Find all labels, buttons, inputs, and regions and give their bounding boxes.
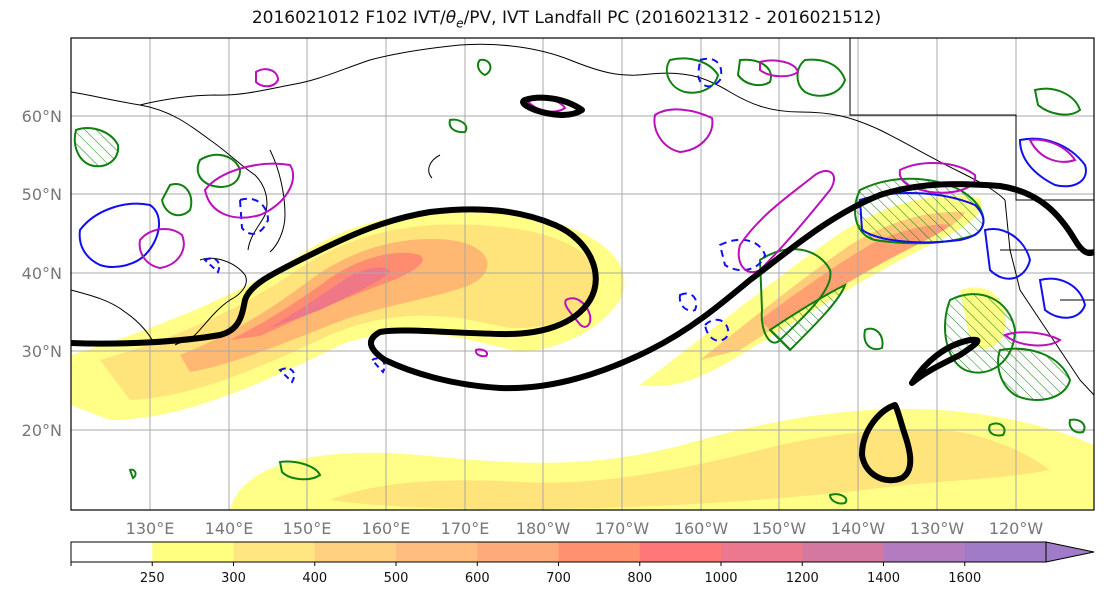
map-frame <box>70 37 1095 511</box>
colorbar-level-label: 600 <box>465 571 490 586</box>
lon-label: 140°W <box>831 519 886 538</box>
colorbar-swatch <box>639 542 722 562</box>
colorbar-swatch <box>396 542 478 562</box>
lon-label: 180°W <box>516 519 571 538</box>
lon-label: 150°W <box>752 519 807 538</box>
blue-contours <box>78 57 1087 384</box>
colorbar-level-label: 300 <box>221 571 246 586</box>
colorbar-level-label: 1600 <box>948 571 981 586</box>
lon-label: 150°E <box>283 519 332 538</box>
colorbar-swatch <box>721 542 803 562</box>
lon-label: 130°W <box>910 519 965 538</box>
title-prefix: 2016021012 F102 IVT/ <box>251 8 446 28</box>
colorbar-swatch <box>558 542 641 562</box>
lat-label: 30°N <box>22 342 62 361</box>
lat-label: 60°N <box>22 107 62 126</box>
lon-label: 170°E <box>441 519 490 538</box>
title-theta: θ <box>445 8 457 28</box>
colorbar-swatch <box>883 542 966 562</box>
colorbar-swatch <box>314 542 397 562</box>
lon-label: 170°W <box>595 519 650 538</box>
colorbar-swatch <box>152 542 234 562</box>
lat-label: 20°N <box>22 421 62 440</box>
lon-label: 120°W <box>989 519 1044 538</box>
colorbar-level-label: 400 <box>302 571 327 586</box>
colorbar-swatch <box>802 542 884 562</box>
colorbar: 250 300 400 500 600 700 800 1000 1200 1400 1600 <box>70 541 1095 586</box>
colorbar-swatch <box>233 542 316 562</box>
colorbar-level-label: 500 <box>384 571 409 586</box>
lat-label: 40°N <box>22 264 62 283</box>
colorbar-level-label: 800 <box>627 571 652 586</box>
colorbar-swatch <box>964 542 1047 562</box>
lon-label: 160°E <box>362 519 411 538</box>
colorbar-level-label: 700 <box>546 571 571 586</box>
colorbar-level-label: 1200 <box>786 571 819 586</box>
pv-contours <box>138 59 1077 358</box>
latitude-labels: 60°N 50°N 40°N 30°N 20°N <box>22 107 62 440</box>
lat-label: 50°N <box>22 185 62 204</box>
map-title: 2016021012 F102 IVT/θe/PV, IVT Landfall … <box>28 8 1105 30</box>
colorbar-level-label: 1000 <box>704 571 737 586</box>
lon-label: 160°W <box>674 519 729 538</box>
lon-label: 140°E <box>205 519 254 538</box>
colorbar-level-label: 250 <box>140 571 165 586</box>
colorbar-swatch <box>477 542 559 562</box>
title-theta-sub: e <box>456 16 464 31</box>
colorbar-extend-arrow <box>1045 541 1095 563</box>
lon-label: 130°E <box>126 519 175 538</box>
colorbar-level-label: 1400 <box>867 571 900 586</box>
colorbar-swatch <box>71 542 153 562</box>
ivt-landfall-pc-contour <box>71 94 1094 484</box>
title-suffix: /PV, IVT Landfall PC (2016021312 - 20160… <box>463 8 882 28</box>
gridlines <box>71 38 1094 510</box>
longitude-labels: 130°E 140°E 150°E 160°E 170°E 180°W 170°… <box>126 519 1044 538</box>
